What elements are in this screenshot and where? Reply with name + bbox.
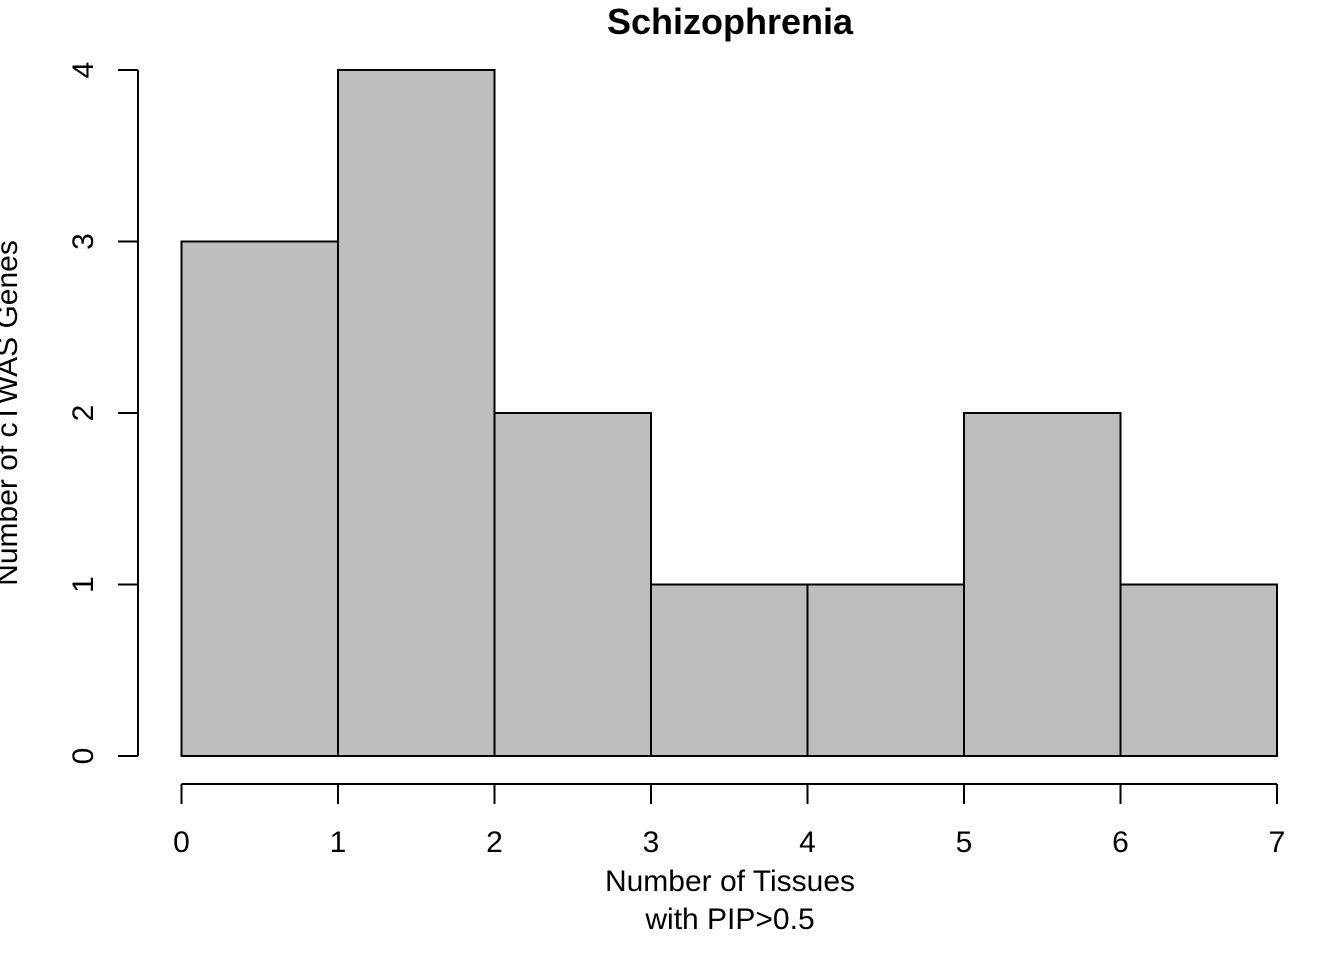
x-axis-label-line-1: Number of Tissues — [605, 865, 855, 898]
y-tick-label: 4 — [67, 62, 100, 79]
histogram-bar — [806, 583, 965, 757]
y-tick-label: 2 — [67, 405, 100, 422]
x-axis: 0 1 2 3 4 5 6 7 — [173, 783, 1285, 859]
y-tick-label: 3 — [67, 233, 100, 250]
y-ticks: 0 1 2 3 4 — [67, 62, 138, 765]
y-axis: 0 1 2 3 4 — [67, 62, 139, 765]
histogram-bar — [180, 240, 339, 757]
histogram-bar — [963, 412, 1122, 757]
x-axis-label-line-2: with PIP>0.5 — [644, 903, 814, 936]
y-tick-label: 1 — [67, 576, 100, 593]
x-tick-label: 2 — [486, 826, 503, 859]
histogram-bars — [180, 69, 1278, 757]
histogram-bar — [337, 69, 496, 757]
x-tick-label: 4 — [799, 826, 816, 859]
x-tick-label: 3 — [643, 826, 660, 859]
x-tick-label: 1 — [330, 826, 347, 859]
chart-title: Schizophrenia — [607, 1, 854, 42]
x-tick-label: 6 — [1112, 826, 1129, 859]
y-axis-label: Number of cTWAS Genes — [0, 240, 24, 586]
histogram-bar — [650, 583, 809, 757]
histogram-bar — [1119, 583, 1278, 757]
x-tick-label: 0 — [173, 826, 190, 859]
x-ticks: 0 1 2 3 4 5 6 7 — [173, 784, 1285, 859]
x-tick-label: 5 — [956, 826, 973, 859]
y-tick-label: 0 — [67, 748, 100, 765]
x-tick-label: 7 — [1269, 826, 1286, 859]
histogram-bar — [493, 412, 652, 757]
